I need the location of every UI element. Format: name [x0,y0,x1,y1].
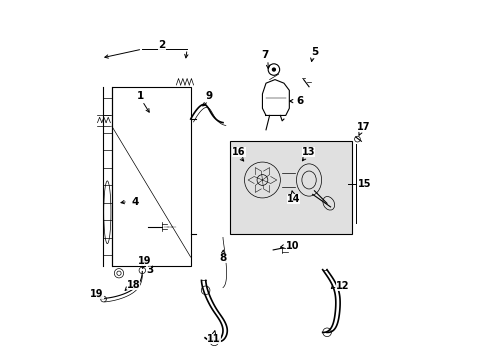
Bar [112,87,190,266]
Text: 11: 11 [207,333,220,343]
Circle shape [272,68,275,71]
Text: 14: 14 [286,194,300,204]
Text: 13: 13 [301,147,314,157]
Text: 7: 7 [261,50,268,60]
Text: 1: 1 [137,91,144,101]
Text: 6: 6 [296,96,303,106]
Ellipse shape [103,181,111,244]
Text: 10: 10 [285,241,299,251]
Text: 17: 17 [356,122,369,132]
Text: 15: 15 [357,179,370,189]
Text: 12: 12 [336,281,349,291]
Text: 9: 9 [204,91,212,101]
Text: 2: 2 [158,40,165,50]
Text: 5: 5 [311,46,318,57]
Text: 4: 4 [131,197,139,207]
Text: 8: 8 [219,253,226,263]
Text: 19: 19 [138,256,151,266]
Text: 16: 16 [231,147,245,157]
Bar [230,140,351,234]
Text: 18: 18 [126,280,140,290]
Text: 3: 3 [145,265,153,275]
Text: 19: 19 [90,289,103,299]
